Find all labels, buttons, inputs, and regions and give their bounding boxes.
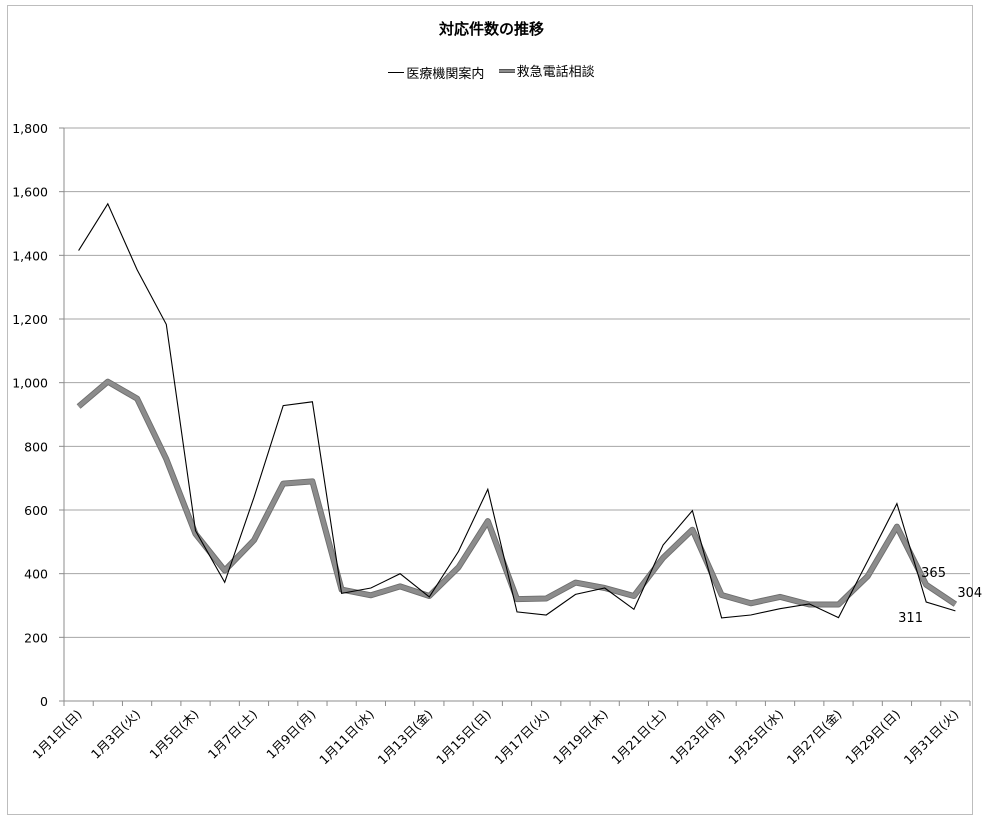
series-line-medical: [78, 202, 956, 619]
chart-frame: [7, 5, 973, 815]
y-tick-label: 1,000: [12, 376, 48, 391]
legend: 医療機関案内 救急電話相談: [0, 61, 983, 82]
x-tick-label: 1月25日(水): [725, 707, 786, 768]
legend-label-medical: 医療機関案内: [406, 66, 485, 82]
x-tick-label: 1月13日(金): [375, 707, 436, 768]
legend-label-emergency: 救急電話相談: [516, 65, 595, 80]
y-tick-label: 1,400: [12, 248, 48, 263]
x-tick-label: 1月21日(土): [608, 707, 669, 768]
y-tick-label: 800: [24, 439, 48, 454]
y-tick-label: 1,200: [12, 312, 48, 327]
x-tick-label: 1月29日(日): [842, 707, 903, 768]
legend-swatch-medical: [388, 71, 405, 73]
series-line-emergency-outline: [76, 378, 958, 608]
x-tick-label: 1月5日(木): [146, 707, 201, 762]
series-line-emergency: [77, 379, 957, 607]
y-tick-label: 0: [40, 694, 48, 709]
data-labels: 311 365 304: [898, 566, 982, 626]
x-tick-label: 1月19日(木): [550, 707, 611, 768]
y-tick-label: 200: [24, 630, 48, 645]
axes: [59, 127, 971, 706]
data-label: 304: [957, 586, 982, 601]
y-tick-label: 1,600: [12, 185, 48, 200]
x-tick-label: 1月11日(水): [316, 707, 377, 768]
x-tick-label: 1月27日(金): [784, 707, 845, 768]
series-lines: [76, 202, 958, 619]
y-tick-label: 600: [24, 503, 48, 518]
legend-item-emergency: 救急電話相談: [498, 61, 595, 80]
x-tick-label: 1月9日(月): [263, 707, 318, 762]
x-tick-labels: 1月1日(日) 1月3日(火) 1月5日(木) 1月7日(土) 1月9日(月)1月11日…: [29, 707, 961, 768]
y-tick-label: 1,800: [12, 121, 48, 136]
gridlines: [64, 127, 970, 638]
y-tick-label: 400: [24, 567, 48, 582]
x-tick-label: 1月7日(土): [205, 707, 260, 762]
chart-title: 対応件数の推移: [438, 20, 544, 38]
legend-swatch-emergency: [498, 68, 515, 73]
x-tick-label: 1月17日(火): [491, 707, 552, 768]
legend-item-medical: 医療機関案内: [388, 63, 484, 82]
data-label: 311: [898, 611, 923, 626]
x-tick-label: 1月31日(火): [901, 707, 962, 768]
x-tick-label: 1月1日(日): [29, 707, 84, 762]
x-tick-label: 1月15日(日): [433, 707, 494, 768]
data-label: 365: [921, 566, 946, 581]
x-tick-label: 1月3日(火): [88, 707, 143, 762]
y-tick-labels: 0 200 400 600 800 1,000 1,200 1,400 1,600 1,800: [12, 121, 48, 709]
x-tick-label: 1月23日(月): [667, 707, 728, 768]
